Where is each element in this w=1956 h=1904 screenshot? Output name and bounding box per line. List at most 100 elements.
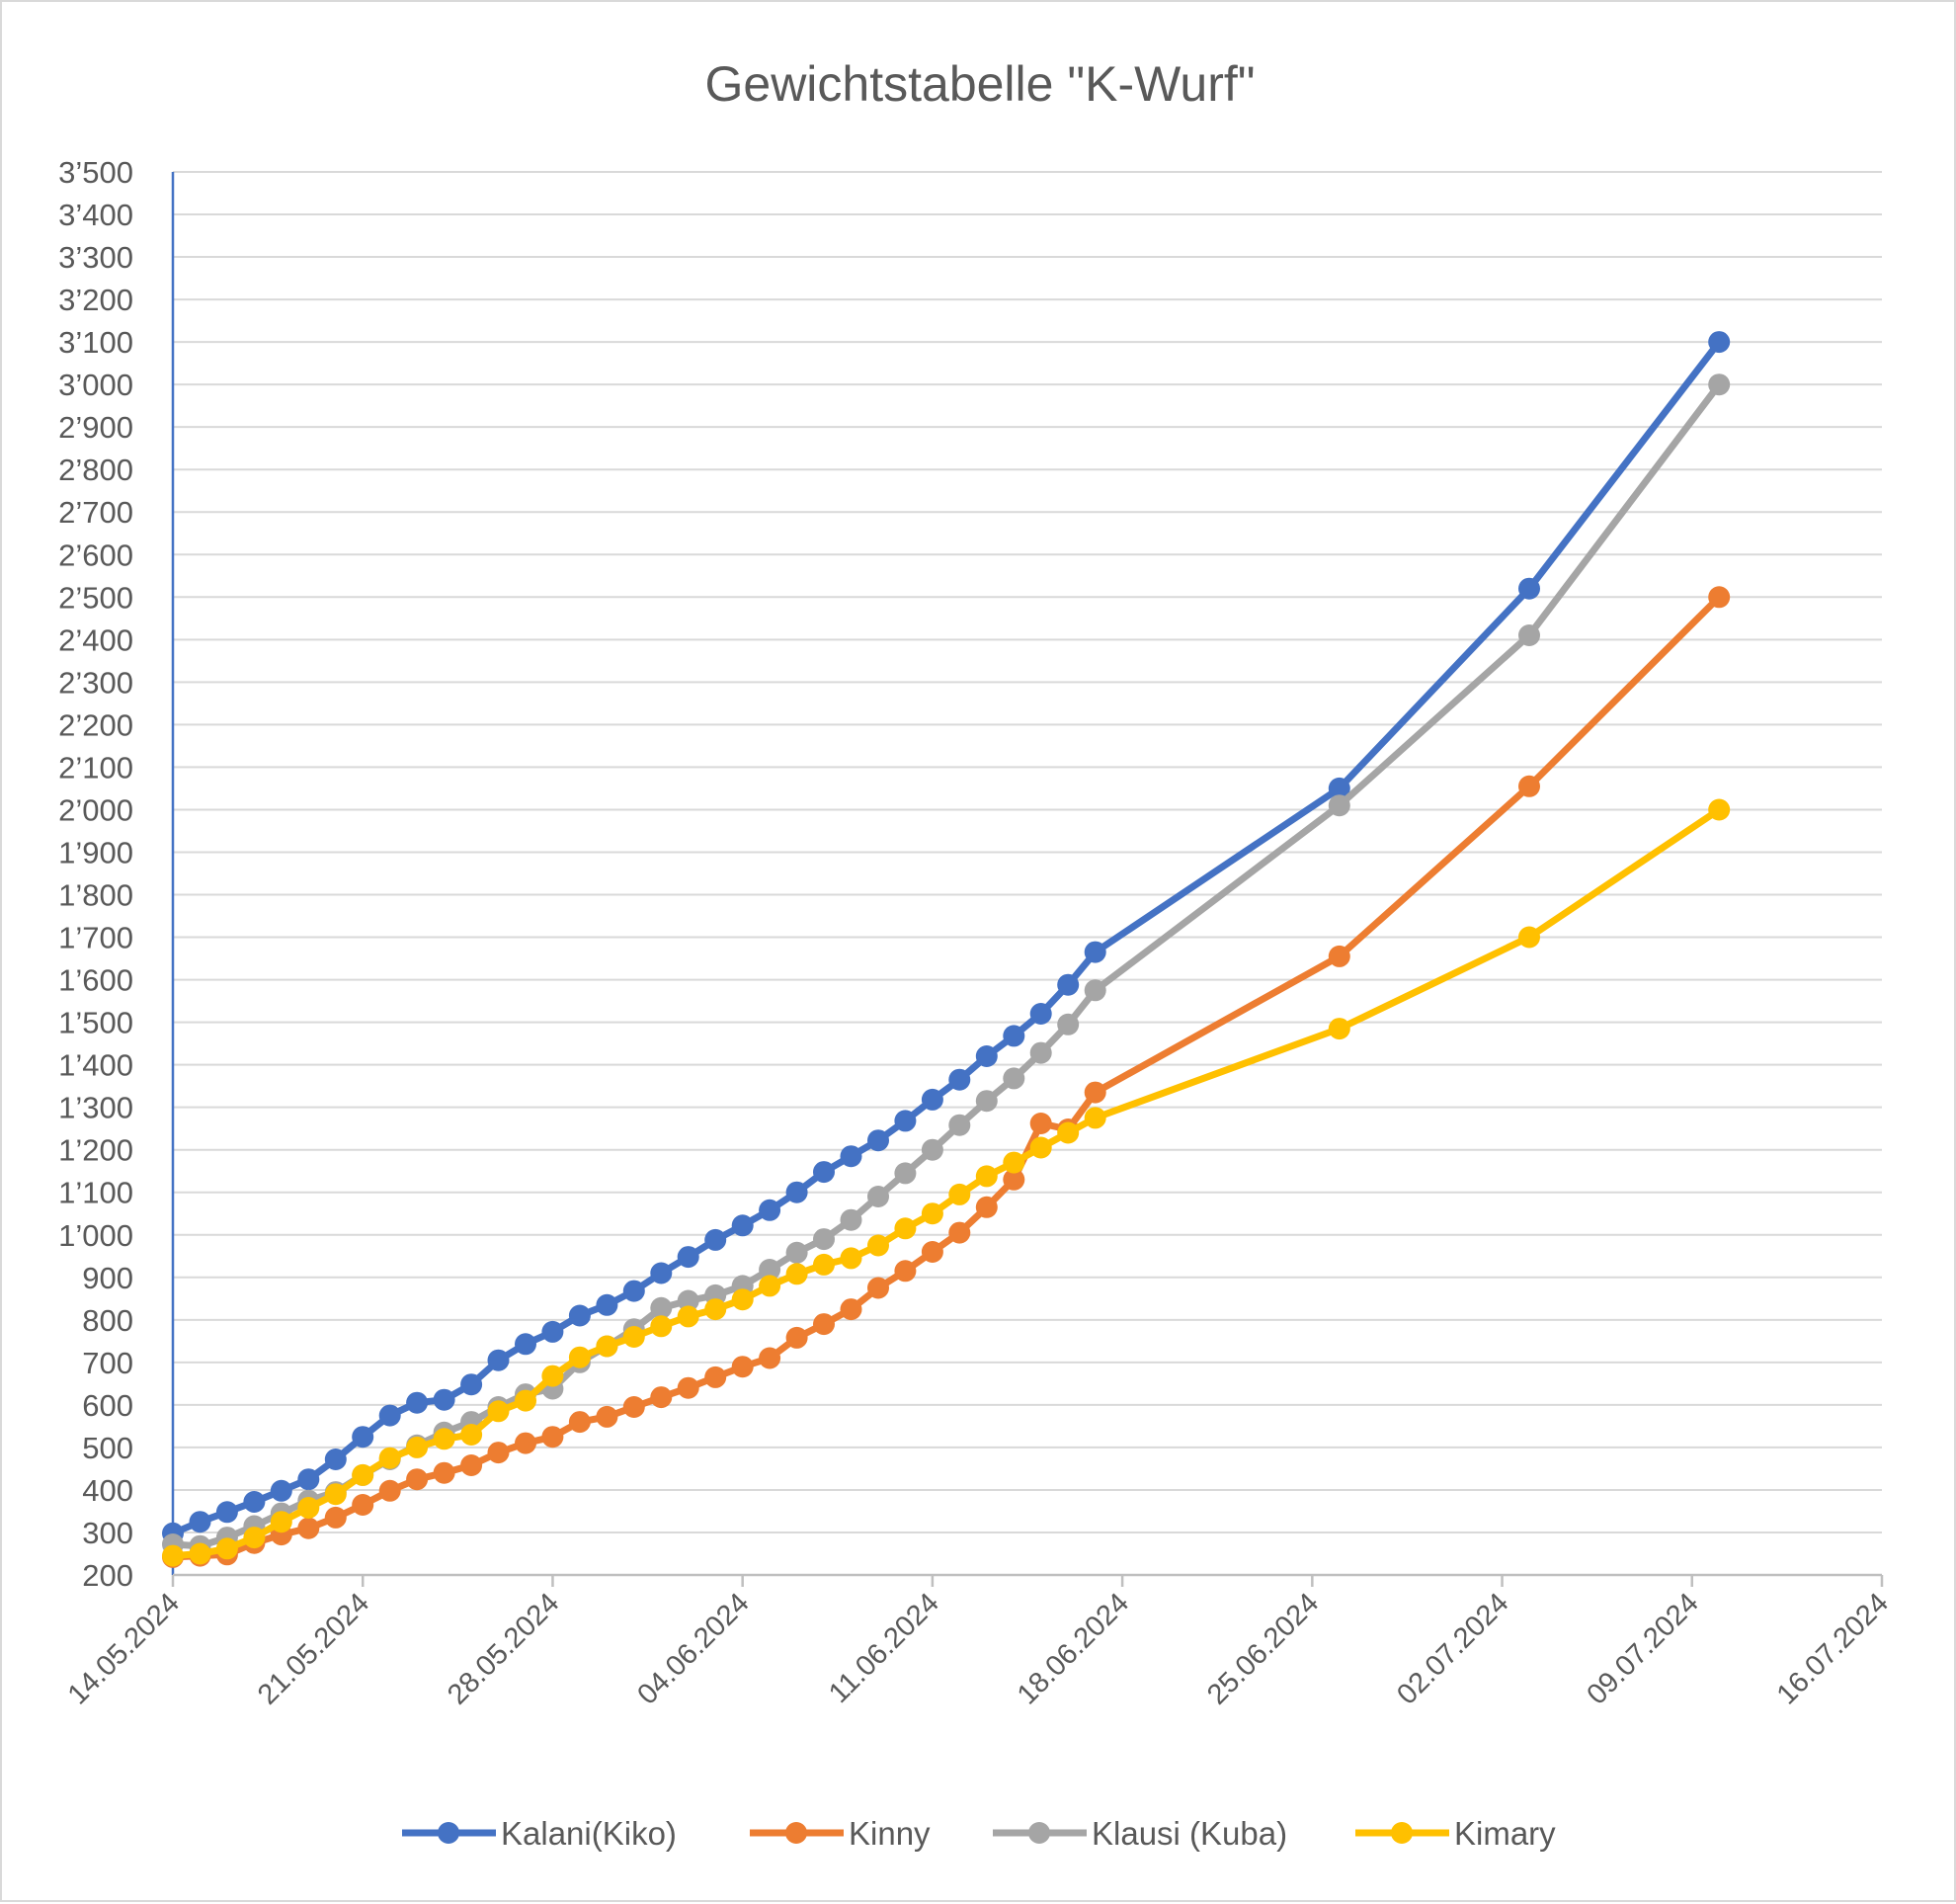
data-point <box>948 1221 971 1244</box>
y-tick-label: 3’100 <box>58 325 133 360</box>
data-point <box>1708 586 1731 609</box>
data-point <box>568 1411 591 1434</box>
data-point <box>433 1461 455 1484</box>
data-point <box>568 1304 591 1327</box>
data-point <box>352 1463 374 1486</box>
y-tick-label: 1’500 <box>58 1006 133 1040</box>
data-point <box>759 1347 781 1369</box>
data-point <box>378 1479 401 1502</box>
data-point <box>1029 1113 1052 1134</box>
y-tick-label: 1’700 <box>58 921 133 955</box>
y-tick-label: 200 <box>82 1558 133 1593</box>
series-line <box>172 382 1722 1550</box>
data-point <box>515 1432 536 1454</box>
y-tick-label: 300 <box>82 1516 133 1550</box>
legend-label: Klausi (Kuba) <box>1092 1815 1287 1852</box>
series-line <box>172 594 1722 1561</box>
data-point <box>378 1404 401 1427</box>
data-point <box>270 1479 292 1502</box>
data-point <box>406 1436 429 1458</box>
y-tick-label: 1’600 <box>58 963 133 998</box>
x-tick-label: 02.07.2024 <box>1391 1587 1514 1710</box>
data-point <box>650 1386 673 1409</box>
data-point <box>297 1517 320 1539</box>
data-point <box>1328 1018 1350 1040</box>
data-point <box>1003 1168 1025 1191</box>
data-point <box>1518 577 1540 600</box>
y-tick-label: 400 <box>82 1473 133 1508</box>
y-tick-label: 2’900 <box>58 410 133 445</box>
data-point <box>541 1320 564 1343</box>
series-line <box>172 806 1722 1560</box>
data-point <box>1003 1151 1025 1174</box>
data-point <box>622 1326 645 1348</box>
y-tick-label: 3’500 <box>58 155 133 190</box>
data-point <box>460 1454 483 1476</box>
x-tick-label: 16.07.2024 <box>1771 1587 1895 1710</box>
x-tick-label: 04.06.2024 <box>631 1587 755 1710</box>
series-lines <box>162 331 1731 1568</box>
data-point <box>1518 775 1540 797</box>
data-point <box>243 1491 266 1513</box>
data-point <box>731 1288 754 1311</box>
data-point <box>324 1506 347 1529</box>
y-tick-label: 800 <box>82 1303 133 1338</box>
data-point <box>840 1247 862 1270</box>
data-point <box>324 1449 347 1470</box>
y-tick-label: 1’100 <box>58 1176 133 1210</box>
data-point <box>894 1162 917 1185</box>
data-point <box>378 1447 401 1469</box>
data-point <box>460 1373 483 1396</box>
data-point <box>975 1196 998 1218</box>
data-point <box>1057 1121 1080 1144</box>
data-point <box>867 1234 889 1257</box>
y-tick-label: 1’300 <box>58 1091 133 1125</box>
data-point <box>596 1335 618 1358</box>
legend-label: Kinny <box>849 1815 931 1852</box>
data-point <box>1029 1003 1052 1025</box>
legend-swatch-marker <box>438 1822 459 1844</box>
data-point <box>894 1217 917 1240</box>
data-point <box>433 1388 455 1411</box>
data-point <box>1708 331 1731 354</box>
data-point <box>813 1161 835 1184</box>
data-point <box>813 1313 835 1336</box>
data-point <box>1029 1136 1052 1159</box>
data-point <box>650 1262 673 1284</box>
data-point <box>460 1424 483 1446</box>
y-tick-label: 1’400 <box>58 1048 133 1083</box>
x-tick-label: 09.07.2024 <box>1581 1587 1704 1710</box>
y-tick-label: 1’000 <box>58 1218 133 1253</box>
y-tick-label: 2’300 <box>58 665 133 700</box>
data-point <box>215 1501 238 1524</box>
data-point <box>840 1298 862 1321</box>
y-tick-label: 900 <box>82 1261 133 1295</box>
data-point <box>785 1181 808 1203</box>
data-point <box>704 1366 727 1388</box>
data-point <box>487 1349 510 1371</box>
data-point <box>189 1511 211 1533</box>
y-tick-label: 2’700 <box>58 495 133 530</box>
data-point <box>975 1165 998 1188</box>
y-tick-label: 2’500 <box>58 580 133 615</box>
y-tick-label: 2’100 <box>58 750 133 785</box>
data-point <box>541 1426 564 1449</box>
data-point <box>867 1129 889 1152</box>
y-tick-label: 2’200 <box>58 707 133 742</box>
data-point <box>677 1305 699 1328</box>
data-point <box>867 1277 889 1299</box>
data-point <box>1518 926 1540 949</box>
data-point <box>921 1241 943 1263</box>
data-point <box>704 1298 727 1321</box>
legend-swatch-marker <box>1028 1822 1050 1844</box>
data-point <box>243 1527 266 1549</box>
data-point <box>785 1241 808 1264</box>
data-point <box>515 1389 536 1412</box>
data-point <box>785 1326 808 1349</box>
data-point <box>704 1228 727 1251</box>
data-point <box>948 1183 971 1205</box>
y-tick-label: 2’000 <box>58 792 133 827</box>
legend-label: Kimary <box>1454 1815 1556 1852</box>
data-point <box>1003 1025 1025 1047</box>
axes: 200 300 400 500 600 700 800 900 1’000 1’100 1’200 1… <box>58 155 1895 1711</box>
